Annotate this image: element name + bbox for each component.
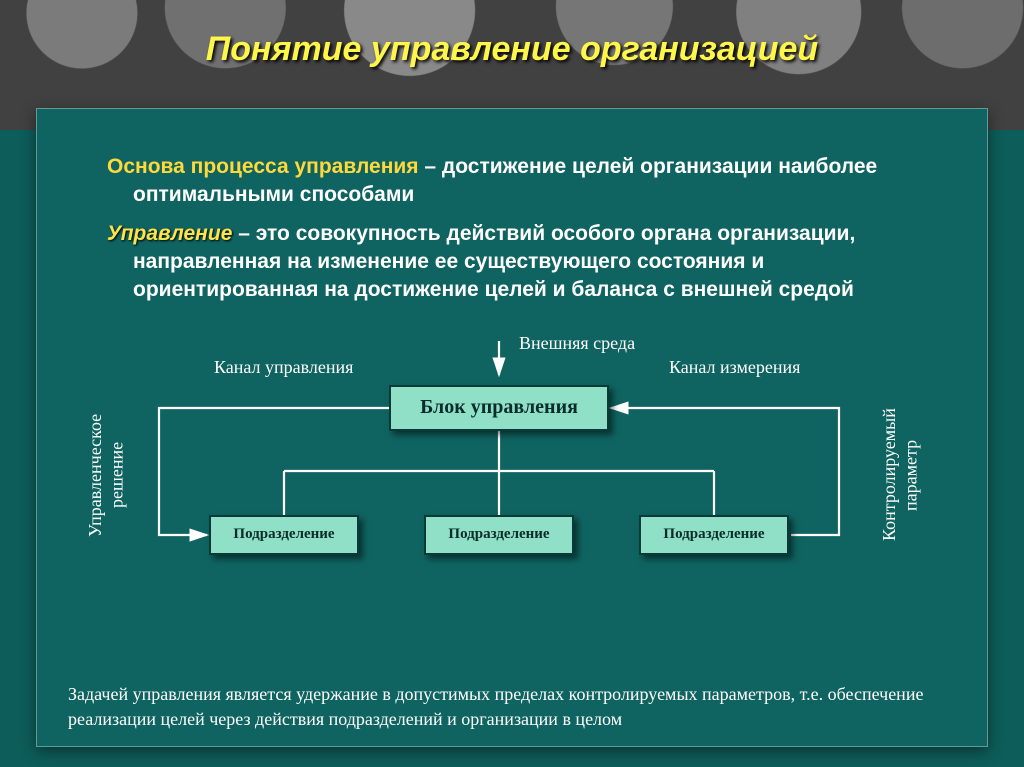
paragraph-basis: Основа процесса управления – достижение …: [79, 153, 945, 210]
box-division-label: Подразделение: [233, 526, 334, 543]
box-division: Подразделение: [209, 515, 359, 555]
text-management-rest: – это совокупность действий особого орга…: [133, 222, 855, 302]
box-control-block: Блок управления: [389, 385, 609, 431]
box-division: Подразделение: [639, 515, 789, 555]
box-division: Подразделение: [424, 515, 574, 555]
content-card: Основа процесса управления – достижение …: [36, 108, 988, 747]
term-management: Управление: [107, 222, 232, 245]
paragraph-management: Управление – это совокупность действий о…: [79, 220, 945, 305]
footer-text: Задачей управления является удержание в …: [68, 682, 984, 731]
term-basis: Основа процесса управления: [107, 155, 419, 178]
box-division-label: Подразделение: [663, 526, 764, 543]
label-environment: Внешняя среда: [519, 333, 635, 354]
box-division-label: Подразделение: [448, 526, 549, 543]
diagram-connectors: [79, 315, 945, 615]
label-controlled-parameter: Контролируемый параметр: [879, 385, 922, 565]
page-title: Понятие управление организацией: [0, 30, 1024, 69]
label-measure-channel: Канал измерения: [669, 357, 800, 378]
box-control-block-label: Блок управления: [420, 396, 578, 419]
label-control-channel: Канал управления: [214, 357, 353, 378]
label-managerial-decision: Управленческое решение: [85, 385, 128, 565]
control-diagram: Внешняя среда Канал управления Канал изм…: [79, 315, 945, 615]
